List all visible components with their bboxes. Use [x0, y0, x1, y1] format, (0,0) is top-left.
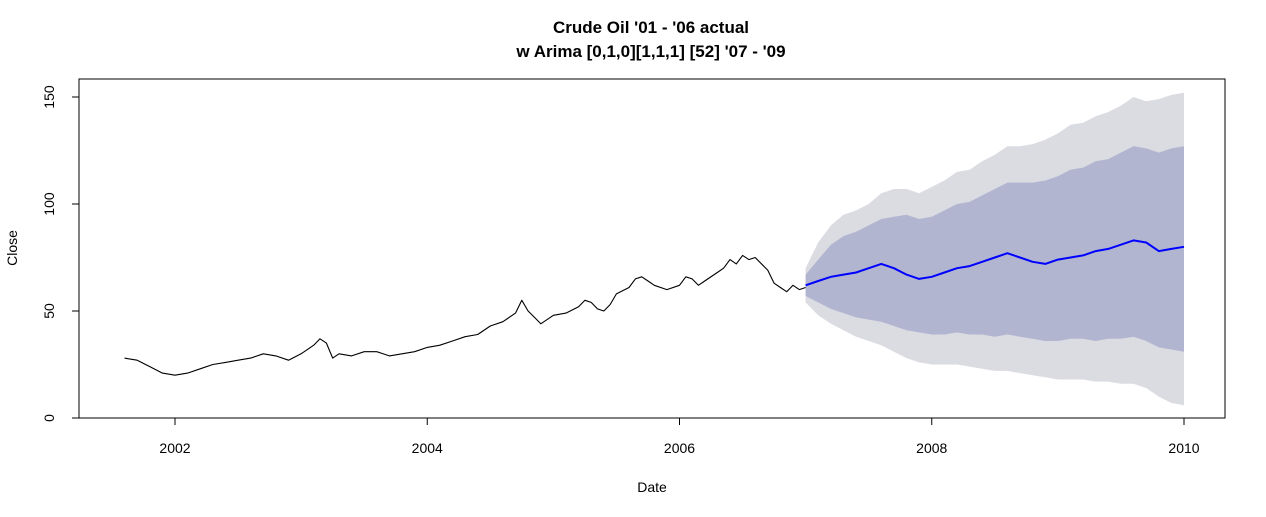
- y-tick-label: 100: [41, 192, 57, 216]
- x-tick-label: 2006: [664, 440, 695, 456]
- y-tick-label: 150: [41, 85, 57, 109]
- y-tick-label: 50: [41, 303, 57, 319]
- forecast-series-line: [805, 239, 1185, 287]
- x-tick-label: 2002: [159, 440, 190, 456]
- y-tick-label: 0: [41, 414, 57, 422]
- plot-area: [124, 92, 1185, 406]
- prediction-interval-80: [805, 146, 1184, 352]
- chart-subtitle: w Arima [0,1,0][1,1,1] [52] '07 - '09: [515, 42, 785, 61]
- x-tick-label: 2004: [412, 440, 443, 456]
- x-tick-label: 2008: [916, 440, 947, 456]
- chart-title: Crude Oil '01 - '06 actual: [553, 18, 749, 37]
- x-axis-label: Date: [637, 479, 667, 495]
- y-axis-label: Close: [4, 230, 20, 266]
- actual-series-line: [124, 254, 806, 376]
- x-tick-label: 2010: [1168, 440, 1199, 456]
- axes: 2002 2004 2006 2008 2010 0 50 100 150: [41, 85, 1200, 456]
